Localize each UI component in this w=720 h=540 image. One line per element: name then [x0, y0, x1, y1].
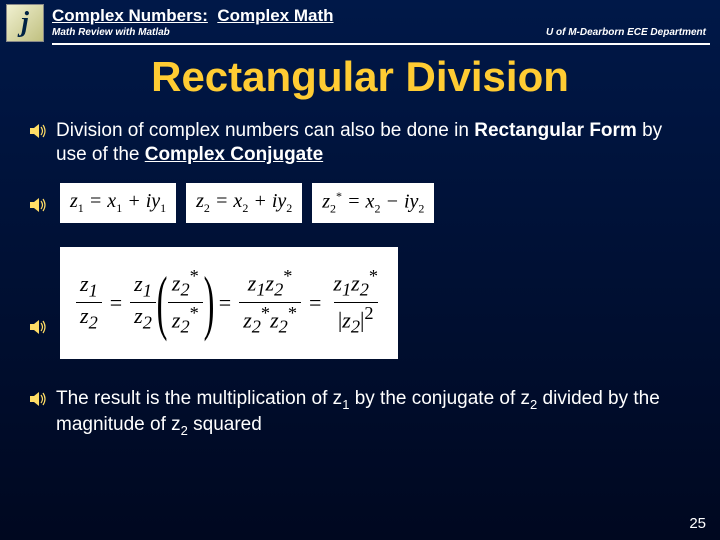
- bullet-intro-row: Division of complex numbers can also be …: [56, 119, 678, 167]
- subheader: Math Review with Matlab U of M-Dearborn …: [52, 27, 712, 38]
- bullet-intro-text: Division of complex numbers can also be …: [56, 119, 678, 167]
- breadcrumb-part-1: Complex Numbers:: [52, 6, 208, 25]
- equation-z1-def: z1 = x1 + iy1: [60, 183, 176, 223]
- subheader-right: U of M-Dearborn ECE Department: [546, 27, 706, 38]
- intro-bold2: Complex Conjugate: [145, 144, 323, 165]
- breadcrumb: Complex Numbers: Complex Math: [52, 6, 712, 26]
- speaker-icon[interactable]: [30, 319, 48, 335]
- header-divider: [52, 43, 710, 45]
- slide-title: Rectangular Division: [0, 53, 720, 101]
- frac-z1-z2-b: z1 z2: [130, 271, 156, 335]
- equation-main: z1 z2 = z1 z2 ( z2* z2* ) = z1z2* z2*z2*: [60, 247, 398, 359]
- logo-letter: j: [21, 7, 29, 39]
- equation-main-row: z1 z2 = z1 z2 ( z2* z2* ) = z1z2* z2*z2*: [56, 247, 678, 359]
- bullet-result-text: The result is the multiplication of z1 b…: [56, 387, 678, 439]
- header-text-block: Complex Numbers: Complex Math Math Revie…: [52, 4, 712, 38]
- slide-header: j Complex Numbers: Complex Math Math Rev…: [0, 0, 720, 42]
- equation-z2-def: z2 = x2 + iy2: [186, 183, 302, 223]
- res-post: squared: [188, 414, 262, 435]
- frac-expanded: z1z2* z2*z2*: [239, 266, 301, 338]
- subheader-left: Math Review with Matlab: [52, 27, 170, 38]
- intro-pre: Division of complex numbers can also be …: [56, 120, 474, 141]
- intro-bold: Rectangular Form: [474, 120, 637, 141]
- page-number: 25: [689, 515, 706, 532]
- frac-z2star-z2star: z2* z2*: [168, 266, 203, 338]
- frac-result: z1z2* |z2|2: [329, 266, 382, 338]
- equation-defs-group: z1 = x1 + iy1 z2 = x2 + iy2 z2* = x2 − i…: [60, 183, 434, 223]
- res-pre: The result is the multiplication of z: [56, 388, 342, 409]
- equation-definitions-row: z1 = x1 + iy1 z2 = x2 + iy2 z2* = x2 − i…: [56, 183, 678, 223]
- logo-badge: j: [6, 4, 44, 42]
- speaker-icon[interactable]: [30, 197, 48, 213]
- speaker-icon[interactable]: [30, 123, 48, 139]
- res-mid1: by the conjugate of z: [349, 388, 530, 409]
- breadcrumb-part-2: Complex Math: [217, 6, 333, 25]
- slide-content: Division of complex numbers can also be …: [0, 119, 720, 439]
- speaker-icon[interactable]: [30, 391, 48, 407]
- equation-z2conj-def: z2* = x2 − iy2: [312, 183, 434, 223]
- bullet-result-row: The result is the multiplication of z1 b…: [56, 387, 678, 439]
- frac-z1-z2: z1 z2: [76, 271, 102, 335]
